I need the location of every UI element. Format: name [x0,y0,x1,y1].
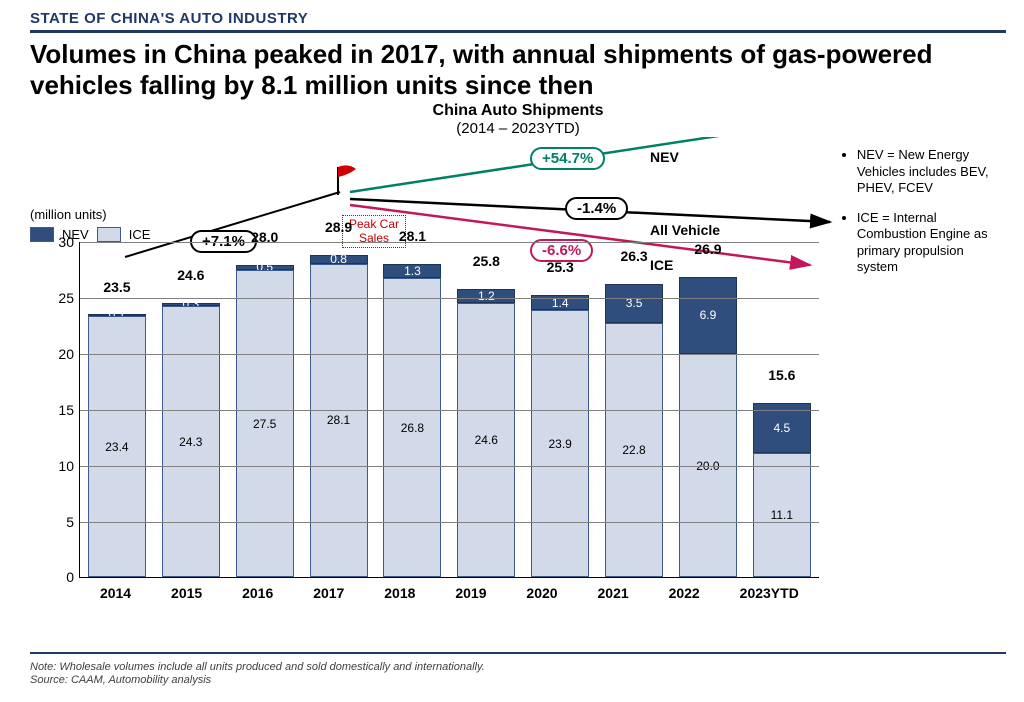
bar-total-label: 26.9 [679,241,737,259]
section-title: STATE OF CHINA'S AUTO INDUSTRY [30,10,1006,27]
footer: Note: Wholesale volumes include all unit… [30,661,485,689]
chart-subtitle: (2014 – 2023YTD) [30,120,1006,137]
x-tick-label: 2022 [669,585,700,601]
y-axis-title: (million units) [30,207,107,222]
gridline [80,466,819,467]
bar-seg-nev-label: 4.5 [754,421,810,435]
bar-seg-nev-label: 1.2 [458,289,514,303]
bar-seg-ice: 26.8 [383,278,441,577]
bar-seg-ice: 11.1 [753,453,811,577]
bar-total-label: 28.0 [236,229,294,247]
y-tick-label: 5 [66,514,74,530]
gridline [80,522,819,523]
legend-label-ice: ICE [129,227,151,242]
y-tick-label: 15 [58,402,74,418]
bar-seg-ice-label: 27.5 [237,417,293,431]
bar-seg-ice-label: 26.8 [384,421,440,435]
y-tick-label: 20 [58,346,74,362]
y-tick-label: 0 [66,569,74,585]
bar-seg-ice: 23.9 [531,310,589,577]
bar-seg-nev: 1.2 [457,289,515,302]
label-nev-line: NEV [650,149,679,165]
bar-seg-nev-label: 6.9 [680,308,736,322]
gridline [80,354,819,355]
y-tick-label: 30 [58,234,74,250]
gridline [80,410,819,411]
legend-swatch-ice [97,227,121,242]
bar-total-label: 25.8 [457,253,515,271]
bar-seg-ice-label: 22.8 [606,443,662,457]
bar-seg-nev: 0.8 [310,255,368,264]
right-notes: NEV = New Energy Vehicles includes BEV, … [827,137,1006,617]
x-tick-label: 2020 [526,585,557,601]
bar-total-label: 23.5 [88,279,146,297]
x-tick-label: 2018 [384,585,415,601]
bar-seg-ice: 23.4 [88,316,146,577]
x-tick-label: 2017 [313,585,344,601]
bar-seg-ice-label: 28.1 [311,413,367,427]
bar-seg-ice: 24.6 [457,303,515,578]
footer-note: Note: Wholesale volumes include all unit… [30,661,485,675]
bar-seg-ice-label: 24.3 [163,435,219,449]
chart-zone: (million units) NEV ICE [30,137,827,617]
bar-total-label: 15.6 [753,367,811,385]
growth-all: -1.4% [565,197,628,220]
x-tick-label: 2019 [455,585,486,601]
bar-seg-ice: 24.3 [162,306,220,577]
y-tick-label: 10 [58,458,74,474]
x-tick-label: 2016 [242,585,273,601]
bar-seg-ice-label: 23.4 [89,440,145,454]
bar-total-label: 26.3 [605,248,663,266]
bar-seg-ice: 28.1 [310,264,368,578]
bar-seg-ice-label: 23.9 [532,437,588,451]
x-tick-label: 2023YTD [740,585,799,601]
x-tick-label: 2015 [171,585,202,601]
x-labels: 2014 2015 2016 2017 2018 2019 2020 2021 2022 2023… [80,585,819,601]
bar-seg-ice: 27.5 [236,270,294,577]
bar-total-label: 24.6 [162,267,220,285]
bar-total-label: 25.3 [531,259,589,277]
note-ice-def: ICE = Internal Combustion Engine as prim… [857,210,1006,275]
bar-seg-nev: 6.9 [679,277,737,354]
bottom-rule [30,652,1006,654]
chart-title: China Auto Shipments [30,102,1006,120]
footer-source: Source: CAAM, Automobility analysis [30,674,485,688]
bar-seg-ice-label: 24.6 [458,433,514,447]
bar-seg-ice: 22.8 [605,323,663,578]
headline: Volumes in China peaked in 2017, with an… [30,39,1006,100]
gridline [80,298,819,299]
bar-seg-nev: 3.5 [605,284,663,323]
note-nev-def: NEV = New Energy Vehicles includes BEV, … [857,147,1006,196]
plot-area: 23.50.123.424.60.324.328.00.527.528.90.8… [80,242,819,577]
bar-seg-nev: 1.3 [383,264,441,279]
x-tick-label: 2021 [598,585,629,601]
label-all-line: All Vehicle [650,222,720,238]
top-rule [30,30,1006,33]
bar-seg-nev-label: 1.3 [384,264,440,278]
growth-nev: +54.7% [530,147,605,170]
legend-swatch-nev [30,227,54,242]
bar-total-label: 28.9 [310,219,368,237]
x-tick-label: 2014 [100,585,131,601]
bar-seg-ice-label: 11.1 [754,508,810,522]
gridline [80,242,819,243]
y-tick-label: 25 [58,290,74,306]
legend: NEV ICE [30,227,150,242]
